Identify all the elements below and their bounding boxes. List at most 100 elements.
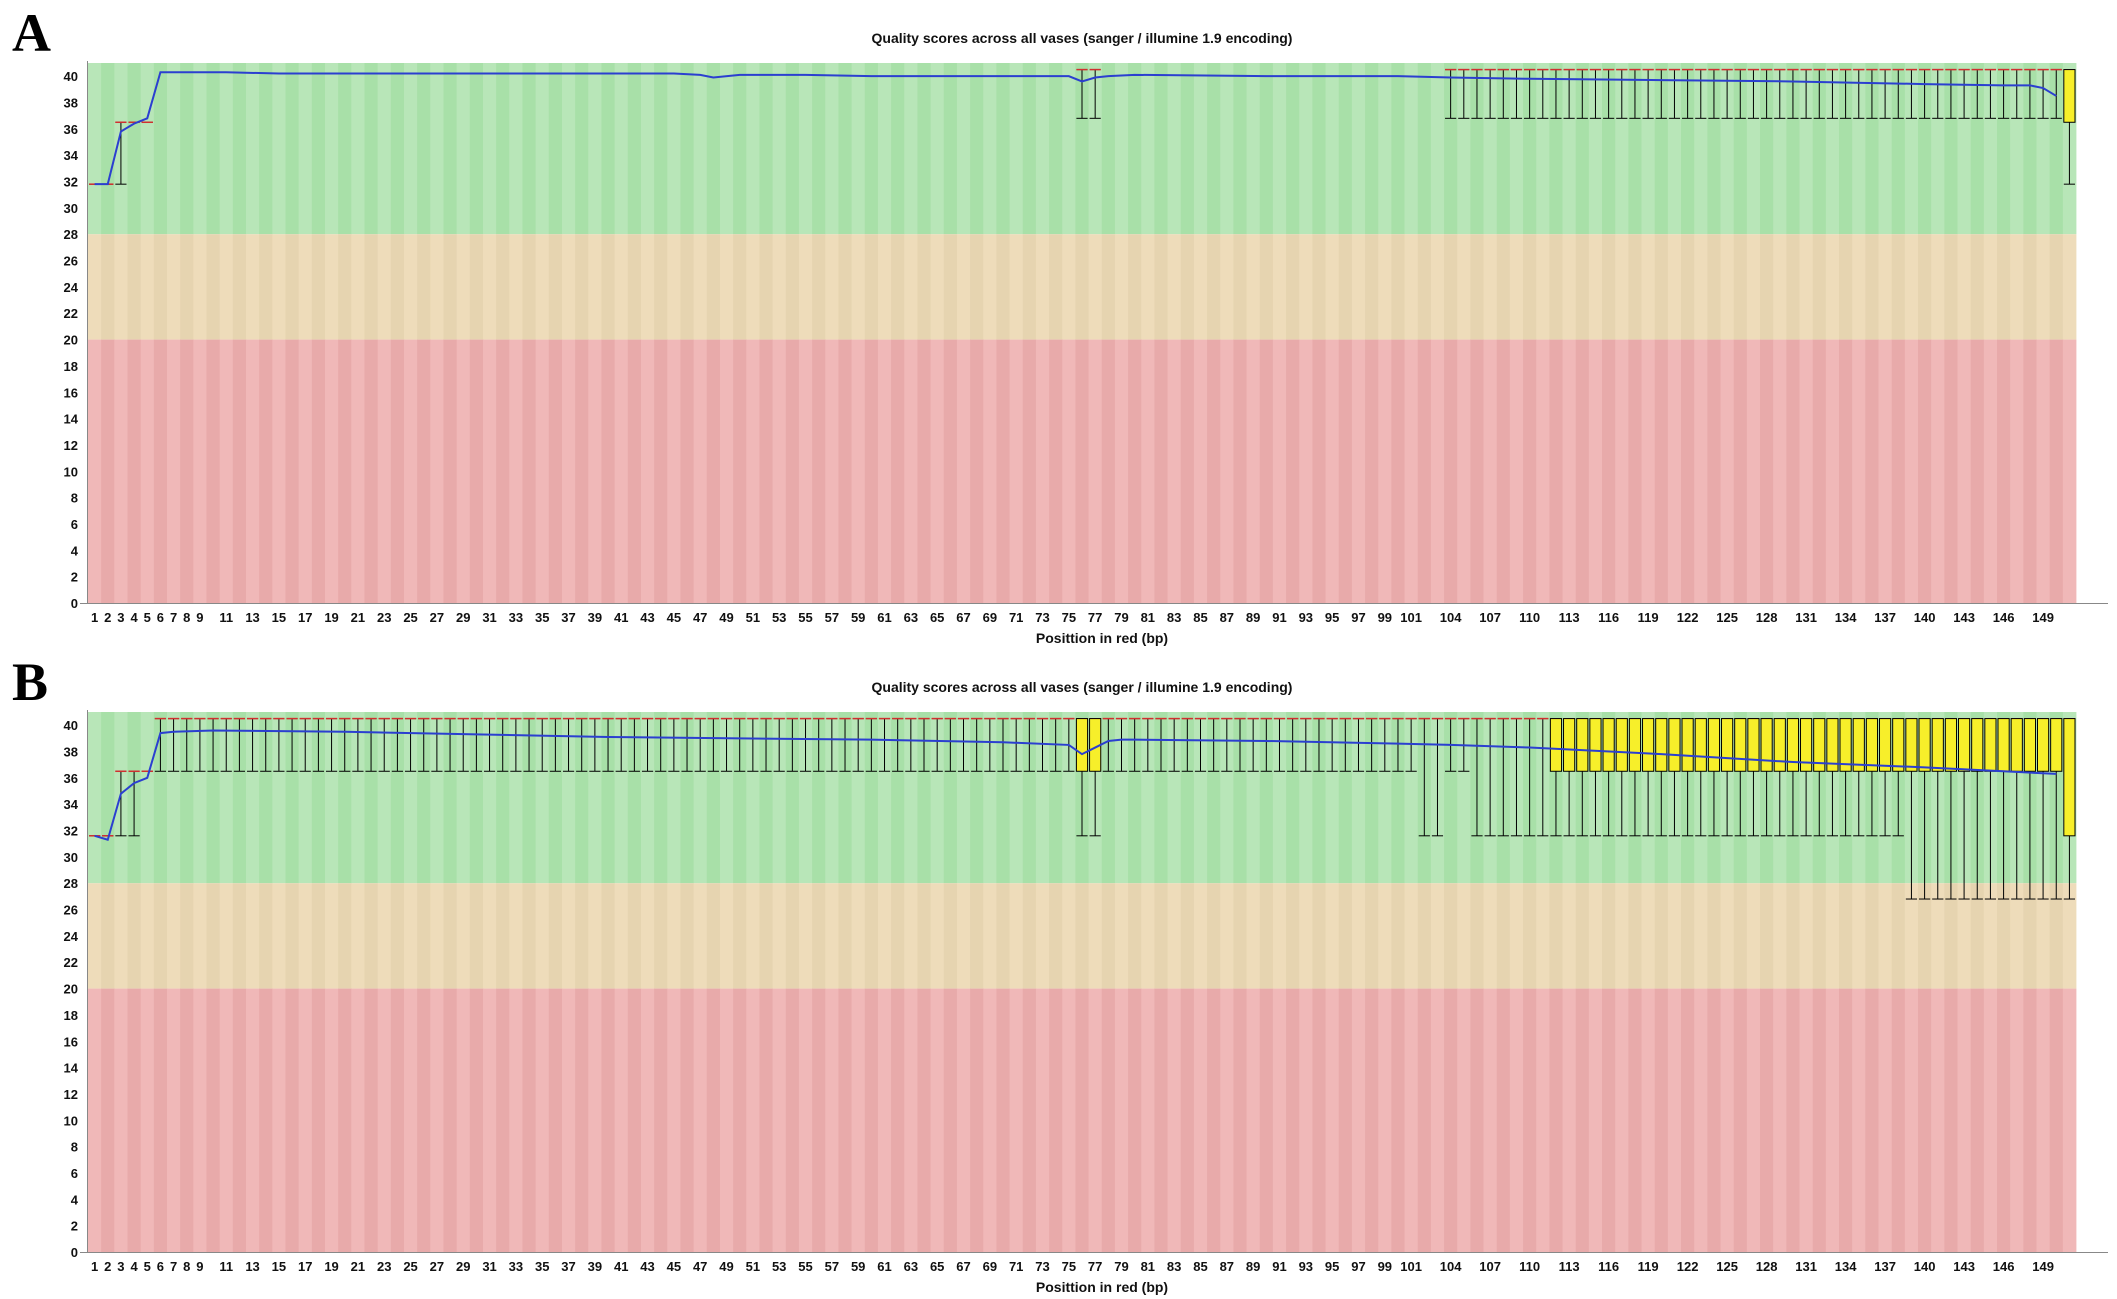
quartile-box: [1576, 718, 1589, 772]
band-stripe: [1022, 883, 1037, 989]
band-stripe: [101, 988, 115, 1252]
x-tick-label: 7: [170, 610, 177, 625]
quartile-box: [1931, 718, 1944, 772]
x-tick-label: 49: [719, 1259, 733, 1274]
band-stripe: [377, 883, 392, 989]
band-stripe: [877, 63, 892, 235]
y-tick-label: 10: [64, 464, 78, 479]
band-stripe: [983, 988, 997, 1252]
band-stripe: [917, 234, 931, 340]
band-stripe: [1180, 234, 1195, 340]
x-tick-label: 3: [117, 1259, 124, 1274]
band-stripe: [469, 234, 484, 340]
band-stripe: [285, 63, 300, 235]
band-stripe: [1865, 988, 1879, 1252]
band-stripe: [1997, 234, 2011, 340]
x-tick-label: 65: [930, 1259, 944, 1274]
x-tick-label: 5: [144, 1259, 151, 1274]
band-stripe: [1891, 339, 1906, 603]
band-stripe: [338, 234, 352, 340]
band-stripe: [443, 883, 458, 989]
y-tick-label: 28: [64, 876, 78, 891]
x-tick-label: 9: [196, 610, 203, 625]
band-stripe: [140, 234, 155, 340]
band-stripe: [1088, 988, 1103, 1252]
band-stripe: [1233, 988, 1247, 1252]
band-stripe: [1141, 988, 1155, 1252]
band-stripe: [654, 63, 668, 235]
band-stripe: [1009, 988, 1024, 1252]
band-stripe: [1220, 234, 1234, 340]
band-stripe: [285, 712, 300, 884]
band-stripe: [1444, 339, 1458, 603]
band-stripe: [1404, 988, 1419, 1252]
quartile-box: [1628, 718, 1642, 772]
band-stripe: [364, 988, 379, 1252]
band-stripe: [1878, 234, 1893, 340]
quartile-box: [1865, 718, 1879, 772]
band-stripe: [430, 883, 444, 989]
band-stripe: [1970, 63, 1985, 235]
band-stripe: [812, 63, 826, 235]
band-stripe: [1167, 712, 1182, 884]
band-stripe: [1351, 712, 1366, 884]
band-stripe: [522, 234, 537, 340]
x-tick-label: 146: [1993, 610, 2015, 625]
quartile-box: [1852, 718, 1865, 772]
band-stripe: [1101, 988, 1116, 1252]
band-stripe: [1457, 63, 1471, 235]
band-stripe: [1022, 63, 1037, 235]
band-stripe: [1891, 63, 1906, 235]
x-tick-label: 87: [1220, 1259, 1234, 1274]
y-tick-label: 4: [71, 543, 79, 558]
band-stripe: [1286, 234, 1300, 340]
band-stripe: [838, 883, 853, 989]
y-tick-label: 30: [64, 201, 78, 216]
band-stripe: [772, 339, 787, 603]
band-stripe: [1009, 712, 1024, 884]
band-stripe: [1523, 883, 1537, 989]
band-stripe: [654, 712, 668, 884]
band-stripe: [390, 883, 405, 989]
band-stripe: [1509, 883, 1524, 989]
band-stripe: [390, 339, 405, 603]
band-stripe: [1839, 883, 1853, 989]
band-stripe: [996, 988, 1010, 1252]
band-stripe: [522, 712, 537, 884]
x-tick-label: 97: [1351, 1259, 1365, 1274]
quartile-box: [1786, 718, 1800, 772]
band-stripe: [1720, 988, 1735, 1252]
x-tick-label: 47: [693, 1259, 707, 1274]
band-stripe: [614, 712, 629, 884]
band-stripe: [1062, 988, 1076, 1252]
band-stripe: [1154, 234, 1168, 340]
band-stripe: [232, 63, 247, 235]
band-stripe: [193, 712, 207, 884]
x-tick-label: 53: [772, 1259, 786, 1274]
band-stripe: [693, 712, 708, 884]
band-stripe: [970, 988, 984, 1252]
band-stripe: [746, 712, 760, 884]
band-stripe: [1641, 339, 1656, 603]
quartile-box: [1892, 718, 1905, 772]
band-stripe: [1681, 63, 1695, 235]
band-stripe: [2010, 63, 2024, 235]
band-stripe: [627, 339, 642, 603]
band-stripe: [1812, 988, 1827, 1252]
band-stripe: [904, 63, 918, 235]
band-stripe: [443, 988, 458, 1252]
x-tick-label: 134: [1835, 610, 1857, 625]
band-stripe: [1536, 988, 1550, 1252]
x-tick-label: 47: [693, 610, 707, 625]
quartile-box: [1826, 718, 1839, 772]
band-stripe: [1325, 63, 1340, 235]
band-stripe: [272, 234, 286, 340]
band-stripe: [772, 712, 787, 884]
x-tick-label: 51: [746, 610, 760, 625]
band-stripe: [364, 883, 379, 989]
band-stripe: [1746, 63, 1761, 235]
band-stripe: [430, 712, 444, 884]
band-stripe: [114, 234, 128, 340]
x-tick-label: 99: [1378, 610, 1392, 625]
band-stripe: [1957, 988, 1972, 1252]
